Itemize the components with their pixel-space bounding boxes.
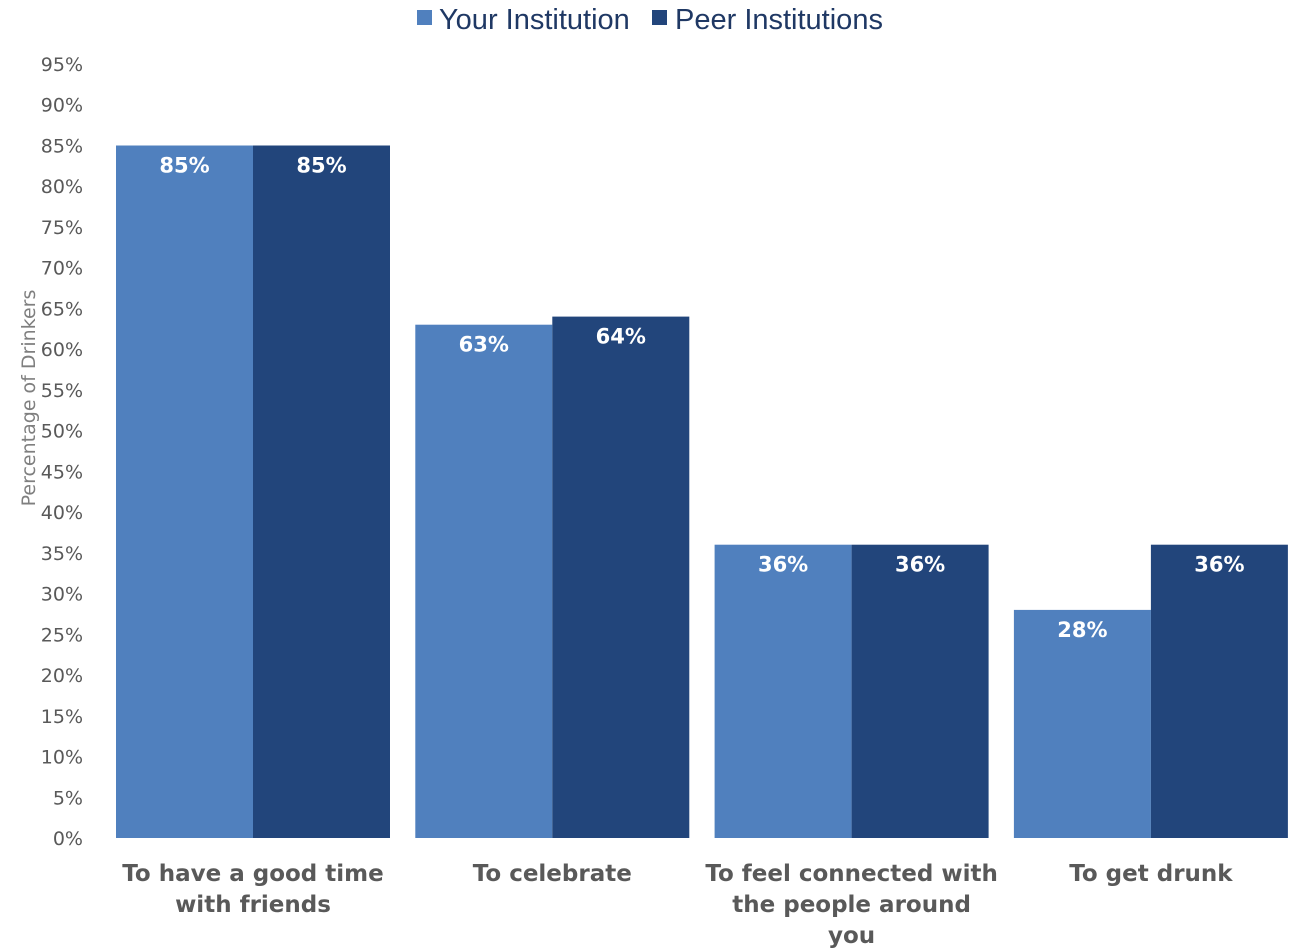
- bar: [552, 316, 690, 839]
- bar-value-label: 36%: [1194, 553, 1244, 577]
- bar: [253, 145, 390, 838]
- y-axis-title: Percentage of Drinkers: [18, 290, 40, 507]
- bar-value-label: 36%: [758, 553, 808, 577]
- bar: [1013, 609, 1151, 838]
- bar-value-label: 85%: [296, 154, 346, 178]
- y-tick-label: 25%: [41, 624, 83, 646]
- bar: [1150, 544, 1288, 838]
- y-tick-label: 50%: [41, 421, 83, 443]
- y-tick-label: 30%: [41, 584, 83, 606]
- legend-swatch-peer-institutions: [652, 10, 667, 25]
- legend-swatch-your-institution: [417, 10, 432, 25]
- plot-bars: [116, 145, 1288, 839]
- x-category-label: To have a good time with friends: [122, 861, 383, 918]
- x-category-label: To get drunk: [1069, 861, 1233, 887]
- x-axis-category-labels: To have a good time with friends To celebr…: [122, 861, 1233, 949]
- bar: [415, 324, 553, 838]
- y-tick-label: 55%: [41, 380, 83, 402]
- x-category-label: To feel connected with the people around y…: [705, 861, 998, 949]
- y-axis-ticks: 0% 5% 10% 15% 20% 25% 30% 35% 40% 45% 50% 55% 60% 65%…: [41, 54, 83, 850]
- bar-value-label: 64%: [596, 325, 646, 349]
- chart-legend: Your Institution Peer Institutions: [417, 4, 883, 36]
- y-tick-label: 45%: [41, 461, 83, 483]
- y-tick-label: 20%: [41, 665, 83, 687]
- y-tick-label: 60%: [41, 339, 83, 361]
- bar: [116, 145, 253, 838]
- y-tick-label: 35%: [41, 543, 83, 565]
- y-tick-label: 75%: [41, 217, 83, 239]
- legend-label-peer-institutions: Peer Institutions: [675, 4, 883, 36]
- bar-data-labels: 85% 85% 63% 64% 36% 36% 28% 36%: [159, 154, 1244, 642]
- y-tick-label: 15%: [41, 706, 83, 728]
- y-tick-label: 65%: [41, 298, 83, 320]
- bar: [714, 544, 852, 838]
- bar-value-label: 36%: [895, 553, 945, 577]
- bar: [851, 544, 989, 838]
- bar-value-label: 85%: [159, 154, 209, 178]
- y-tick-label: 80%: [41, 176, 83, 198]
- bar-value-label: 28%: [1057, 618, 1107, 642]
- y-tick-label: 40%: [41, 502, 83, 524]
- x-category-label: To celebrate: [473, 861, 632, 887]
- y-tick-label: 5%: [53, 787, 83, 809]
- y-tick-label: 95%: [41, 54, 83, 76]
- legend-label-your-institution: Your Institution: [439, 4, 630, 36]
- y-tick-label: 0%: [53, 828, 83, 850]
- y-tick-label: 90%: [41, 95, 83, 117]
- y-tick-label: 10%: [41, 747, 83, 769]
- bar-value-label: 63%: [459, 333, 509, 357]
- y-tick-label: 70%: [41, 258, 83, 280]
- y-tick-label: 85%: [41, 136, 83, 158]
